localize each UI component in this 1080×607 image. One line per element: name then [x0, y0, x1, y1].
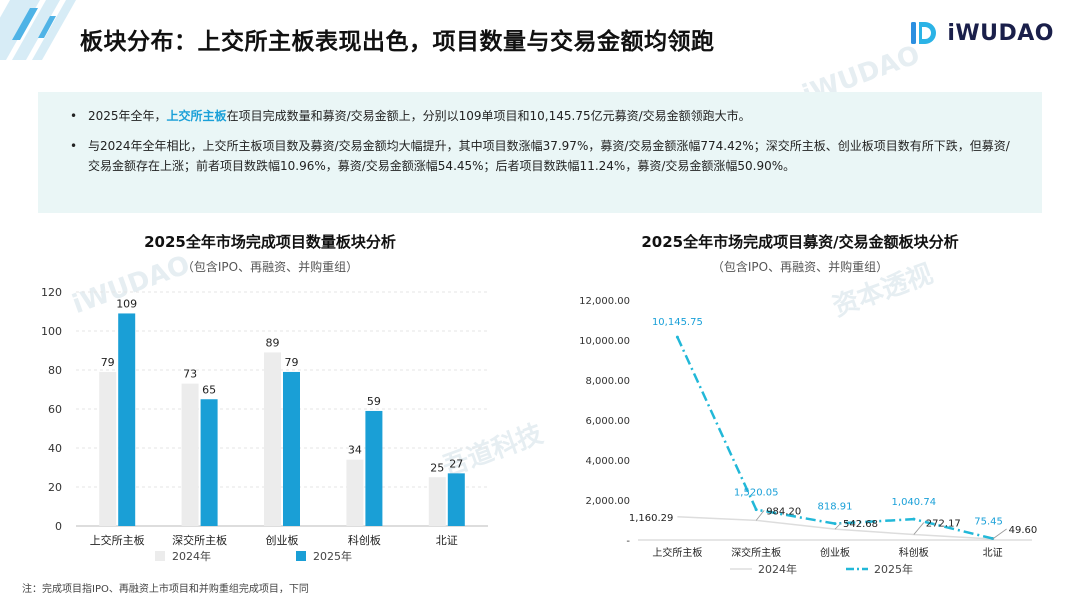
y-tick-label: 60 — [48, 403, 62, 416]
legend-label-2025: 2025年 — [874, 562, 913, 576]
bar-chart-title: 2025全年市场完成项目数量板块分析 — [144, 233, 396, 251]
y-tick-label: 10,000.00 — [579, 336, 630, 347]
bar-value-label: 34 — [348, 444, 362, 457]
bar-value-label: 65 — [202, 383, 216, 396]
brand-logo: iWUDAO — [909, 18, 1054, 48]
line-chart: - 2,000.00 4,000.00 6,000.00 8,000.00 10,000.… — [579, 296, 1038, 576]
data-label-2025: 818.91 — [818, 502, 853, 513]
summary-text: 在项目完成数量和募资/交易金额上，分别以109单项目和10,145.75亿元募资… — [226, 109, 751, 123]
bar-value-label: 27 — [449, 457, 463, 470]
point-2025 — [833, 522, 837, 526]
y-tick-label: 40 — [48, 442, 62, 455]
leader-line — [834, 522, 842, 530]
y-tick-label: 2,000.00 — [585, 496, 630, 507]
data-label-2025: 1,520.05 — [734, 488, 779, 499]
line-chart-title: 2025全年市场完成项目募资/交易金额板块分析 — [641, 233, 959, 251]
data-label-2025: 75.45 — [974, 516, 1003, 527]
data-label-2024: 542.68 — [843, 519, 878, 530]
bar-2024 — [181, 383, 199, 526]
y-tick-label: 100 — [41, 325, 62, 338]
header-stripes — [0, 0, 76, 60]
summary-bullet-1: 2025年全年，上交所主板在项目完成数量和募资/交易金额上，分别以109单项目和… — [68, 106, 1016, 126]
legend-label-2024: 2024年 — [758, 562, 797, 576]
line-chart-subtitle: （包含IPO、再融资、并购重组） — [711, 260, 889, 274]
x-tick-label: 深交所主板 — [172, 533, 227, 547]
y-tick-label: 8,000.00 — [585, 376, 630, 387]
data-label-2024: 272.17 — [926, 519, 961, 530]
data-label-2024: 984.20 — [766, 506, 801, 517]
legend-label-2024: 2024年 — [172, 549, 211, 563]
point-2025 — [675, 335, 679, 339]
y-tick-label: 4,000.00 — [585, 456, 630, 467]
y-tick-label: 12,000.00 — [579, 296, 630, 307]
y-tick-label: 20 — [48, 481, 62, 494]
point-2025 — [754, 508, 758, 512]
page-title: 板块分布：上交所主板表现出色，项目数量与交易金额均领跑 — [80, 29, 715, 55]
bar-2024 — [428, 477, 446, 526]
bar-value-label: 79 — [285, 356, 299, 369]
y-tick-label: 120 — [41, 286, 62, 299]
bar-value-label: 89 — [266, 336, 280, 349]
summary-bullet-2: 与2024年全年相比，上交所主板项目数及募资/交易金额均大幅提升，其中项目数涨幅… — [68, 136, 1016, 176]
logo-text: iWUDAO — [947, 20, 1054, 46]
legend-swatch-2024 — [155, 551, 165, 561]
leader-line — [992, 528, 1007, 540]
x-tick-label: 创业板 — [820, 546, 850, 559]
bar-2025 — [447, 473, 465, 526]
summary-text: 2025年全年， — [88, 109, 167, 123]
y-tick-label: 0 — [55, 520, 62, 533]
point-2025 — [991, 536, 995, 540]
bar-value-label: 73 — [183, 368, 197, 381]
bar-2024 — [346, 459, 364, 526]
legend-swatch-2025 — [296, 551, 306, 561]
y-tick-label: 80 — [48, 364, 62, 377]
x-tick-label: 创业板 — [266, 533, 299, 547]
highlight-text: 上交所主板 — [166, 109, 227, 123]
bar-chart: 0 20 40 60 80 100 120 79 109 上交所主板 73 65 深交所主板 89 79 创业… — [41, 286, 488, 563]
x-tick-label: 深交所主板 — [731, 546, 781, 559]
leader-line — [913, 522, 925, 535]
x-tick-label: 科创板 — [348, 533, 381, 547]
data-label-2024: 49.60 — [1009, 525, 1038, 536]
logo-icon — [911, 22, 937, 44]
x-tick-label: 上交所主板 — [652, 546, 702, 559]
data-label-2025: 10,145.75 — [652, 317, 703, 328]
x-tick-label: 上交所主板 — [90, 533, 145, 547]
bar-value-label: 79 — [101, 356, 115, 369]
bar-value-label: 59 — [367, 395, 381, 408]
legend-label-2025: 2025年 — [313, 549, 352, 563]
leader-line — [755, 510, 765, 521]
x-tick-label: 北证 — [436, 534, 458, 547]
footnote: 注：完成项目指IPO、再融资上市项目和并购重组完成项目，下同 — [22, 584, 309, 595]
y-tick-label: 6,000.00 — [585, 416, 630, 427]
data-label-2025: 1,040.74 — [892, 497, 937, 508]
x-tick-label: 科创板 — [899, 546, 929, 559]
data-label-2024: 1,160.29 — [629, 513, 674, 524]
bar-2024 — [99, 371, 117, 526]
bar-2025 — [200, 399, 218, 526]
bar-value-label: 109 — [116, 297, 137, 310]
bar-value-label: 25 — [430, 461, 444, 474]
bar-2025 — [118, 313, 136, 526]
bar-chart-subtitle: （包含IPO、再融资、并购重组） — [181, 260, 359, 274]
point-2025 — [912, 517, 916, 521]
bar-2025 — [365, 410, 383, 526]
bar-2024 — [264, 352, 281, 526]
x-tick-label: 北证 — [983, 547, 1003, 559]
summary-box: 2025年全年，上交所主板在项目完成数量和募资/交易金额上，分别以109单项目和… — [38, 92, 1042, 213]
y-tick-label: - — [626, 536, 630, 547]
bar-2025 — [283, 371, 300, 526]
